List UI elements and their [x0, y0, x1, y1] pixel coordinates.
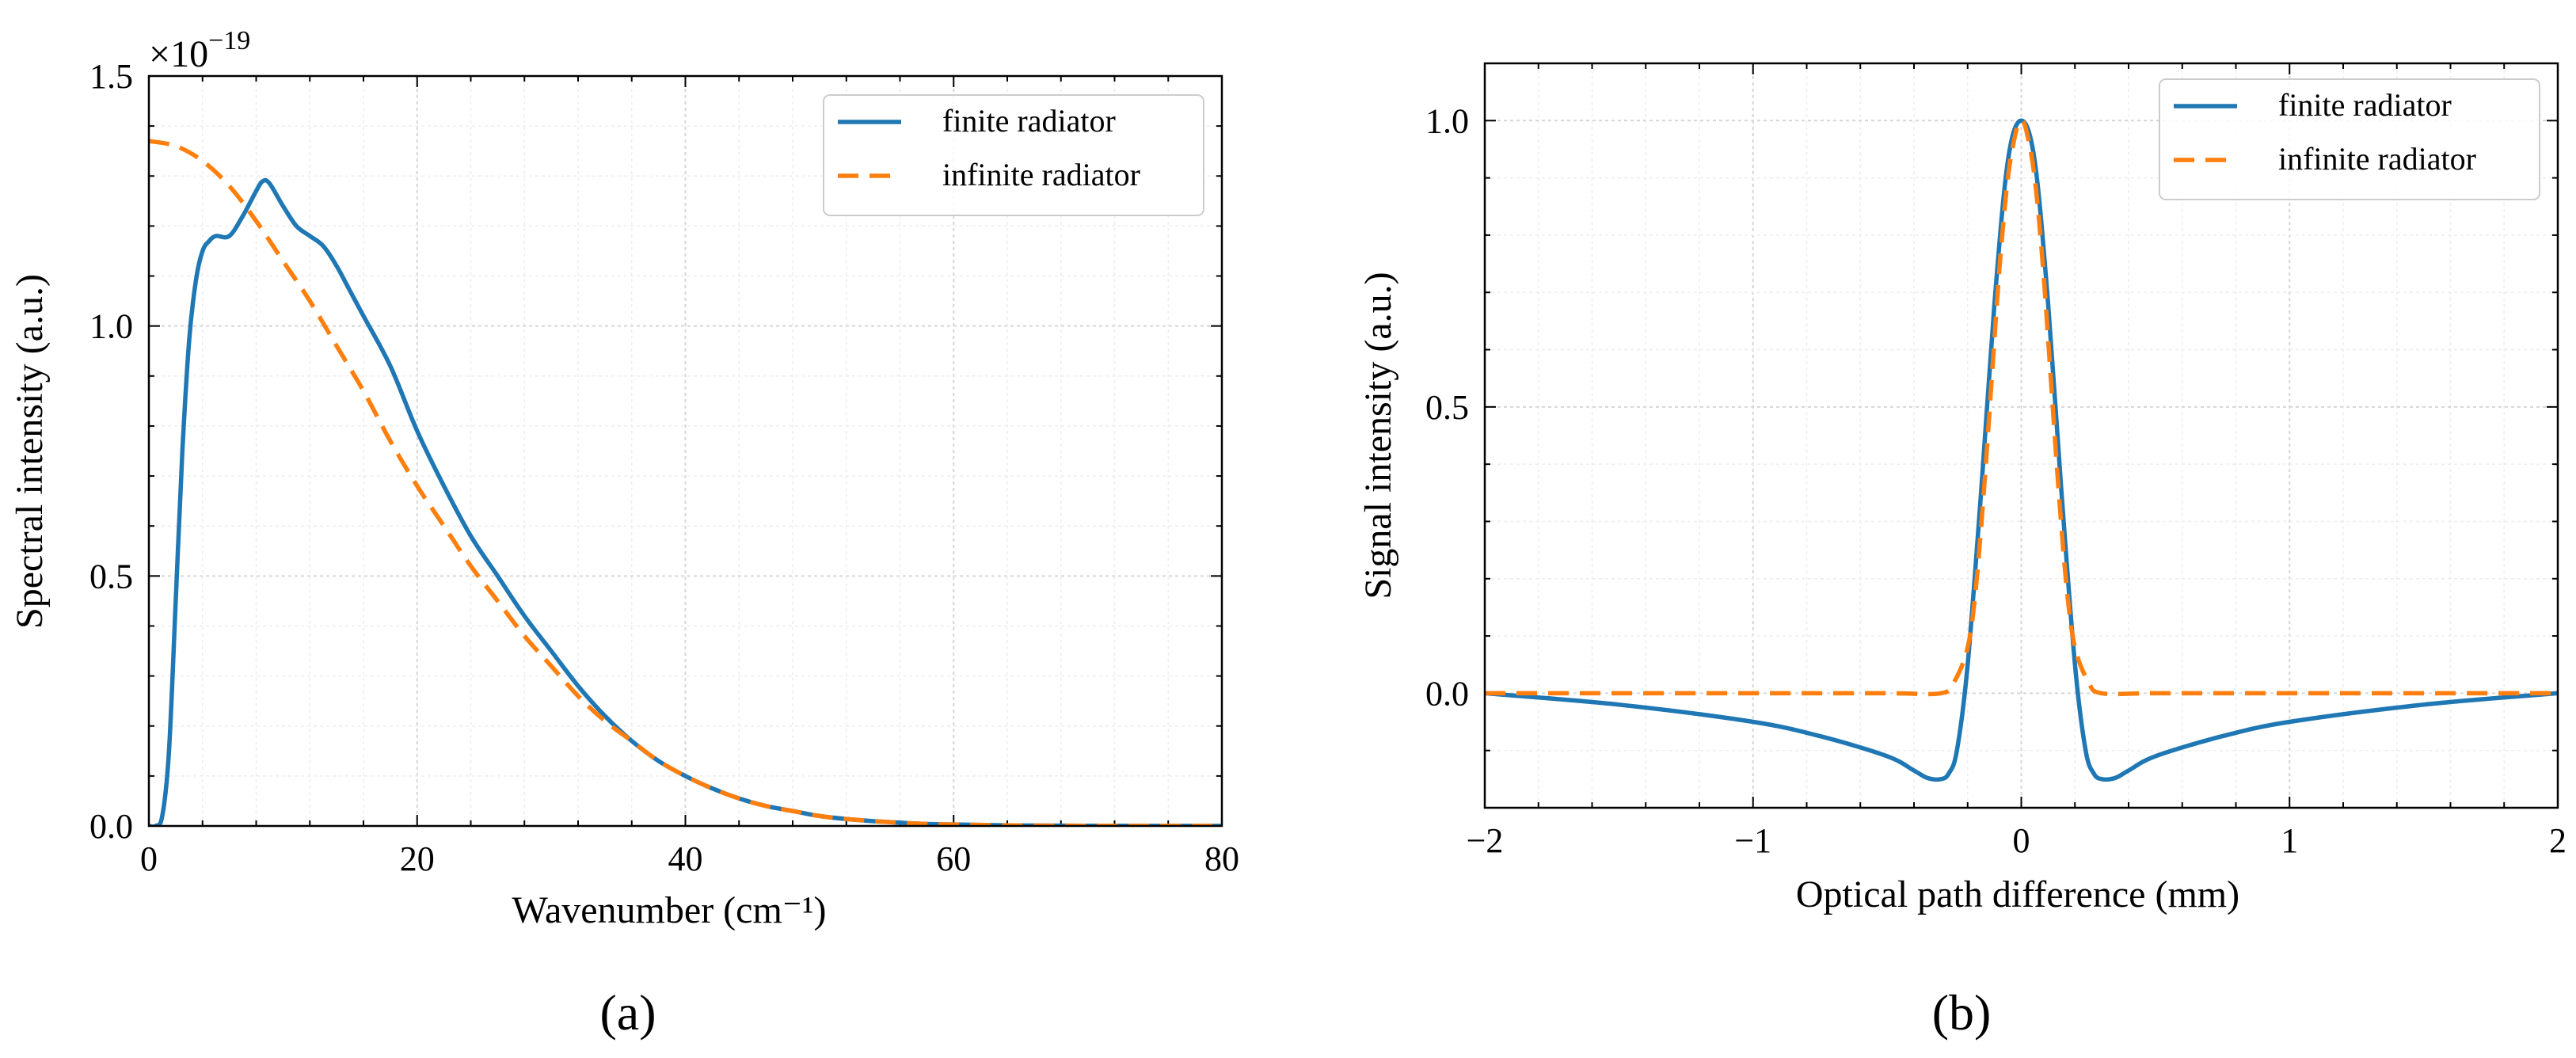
panel-b-y-axis-label: Signal intensity (a.u.) — [1357, 272, 1399, 599]
y-tick-label: 0.5 — [89, 557, 133, 596]
x-tick-label: −1 — [1734, 821, 1771, 860]
panel-a-series — [149, 139, 1222, 826]
x-tick-label: 0 — [2013, 821, 2030, 860]
legend-label: finite radiator — [942, 103, 1116, 139]
legend-label: infinite radiator — [2278, 141, 2476, 177]
panel-b-legend: finite radiator infinite radiator — [2159, 78, 2540, 200]
panel-a-scale-factor: ×10−19 — [149, 26, 250, 75]
panel-b: −2 −1 0 1 2 0.0 0.5 1.0 Optical path difference… — [1357, 62, 2566, 1041]
x-tick-label: 0 — [140, 839, 158, 878]
panel-b-x-axis-label: Optical path difference (mm) — [1796, 873, 2239, 915]
series-line-finite-radiator — [1485, 118, 2558, 782]
y-tick-label: 0.5 — [1425, 388, 1469, 427]
x-tick-label: 20 — [400, 839, 435, 878]
y-tick-label: 1.0 — [1425, 101, 1469, 140]
x-tick-label: 1 — [2281, 821, 2298, 860]
panel-a-frame — [147, 74, 1223, 828]
panel-b-frame — [1483, 62, 2559, 809]
x-tick-label: 60 — [936, 839, 971, 878]
y-tick-label: 0.0 — [1425, 674, 1469, 713]
panel-a-legend: finite radiator infinite radiator — [823, 94, 1204, 216]
x-tick-label: 80 — [1204, 839, 1239, 878]
legend-box — [823, 94, 1204, 216]
panel-b-caption: (b) — [1932, 984, 1992, 1041]
panel-b-series — [1485, 118, 2558, 782]
y-tick-label: 1.0 — [89, 307, 133, 346]
x-tick-label: −2 — [1467, 821, 1504, 860]
legend-box — [2159, 78, 2540, 200]
x-tick-label: 2 — [2549, 821, 2566, 860]
x-tick-label: 40 — [668, 839, 703, 878]
panel-a-y-axis-label: Spectral intensity (a.u.) — [9, 274, 51, 629]
legend-label: infinite radiator — [942, 157, 1140, 192]
y-tick-label: 1.5 — [89, 57, 133, 96]
panel-a-x-axis-label: Wavenumber (cm⁻¹) — [512, 889, 826, 931]
panel-a-caption: (a) — [599, 984, 656, 1041]
y-tick-label: 0.0 — [89, 807, 133, 846]
series-line-infinite-radiator — [149, 139, 1222, 826]
series-line-infinite-radiator — [1485, 118, 2558, 697]
panel-a: 0 20 40 60 80 0.0 0.5 1.0 1.5 ×10−19 Wavenumber … — [9, 26, 1239, 1041]
legend-label: finite radiator — [2278, 87, 2452, 123]
